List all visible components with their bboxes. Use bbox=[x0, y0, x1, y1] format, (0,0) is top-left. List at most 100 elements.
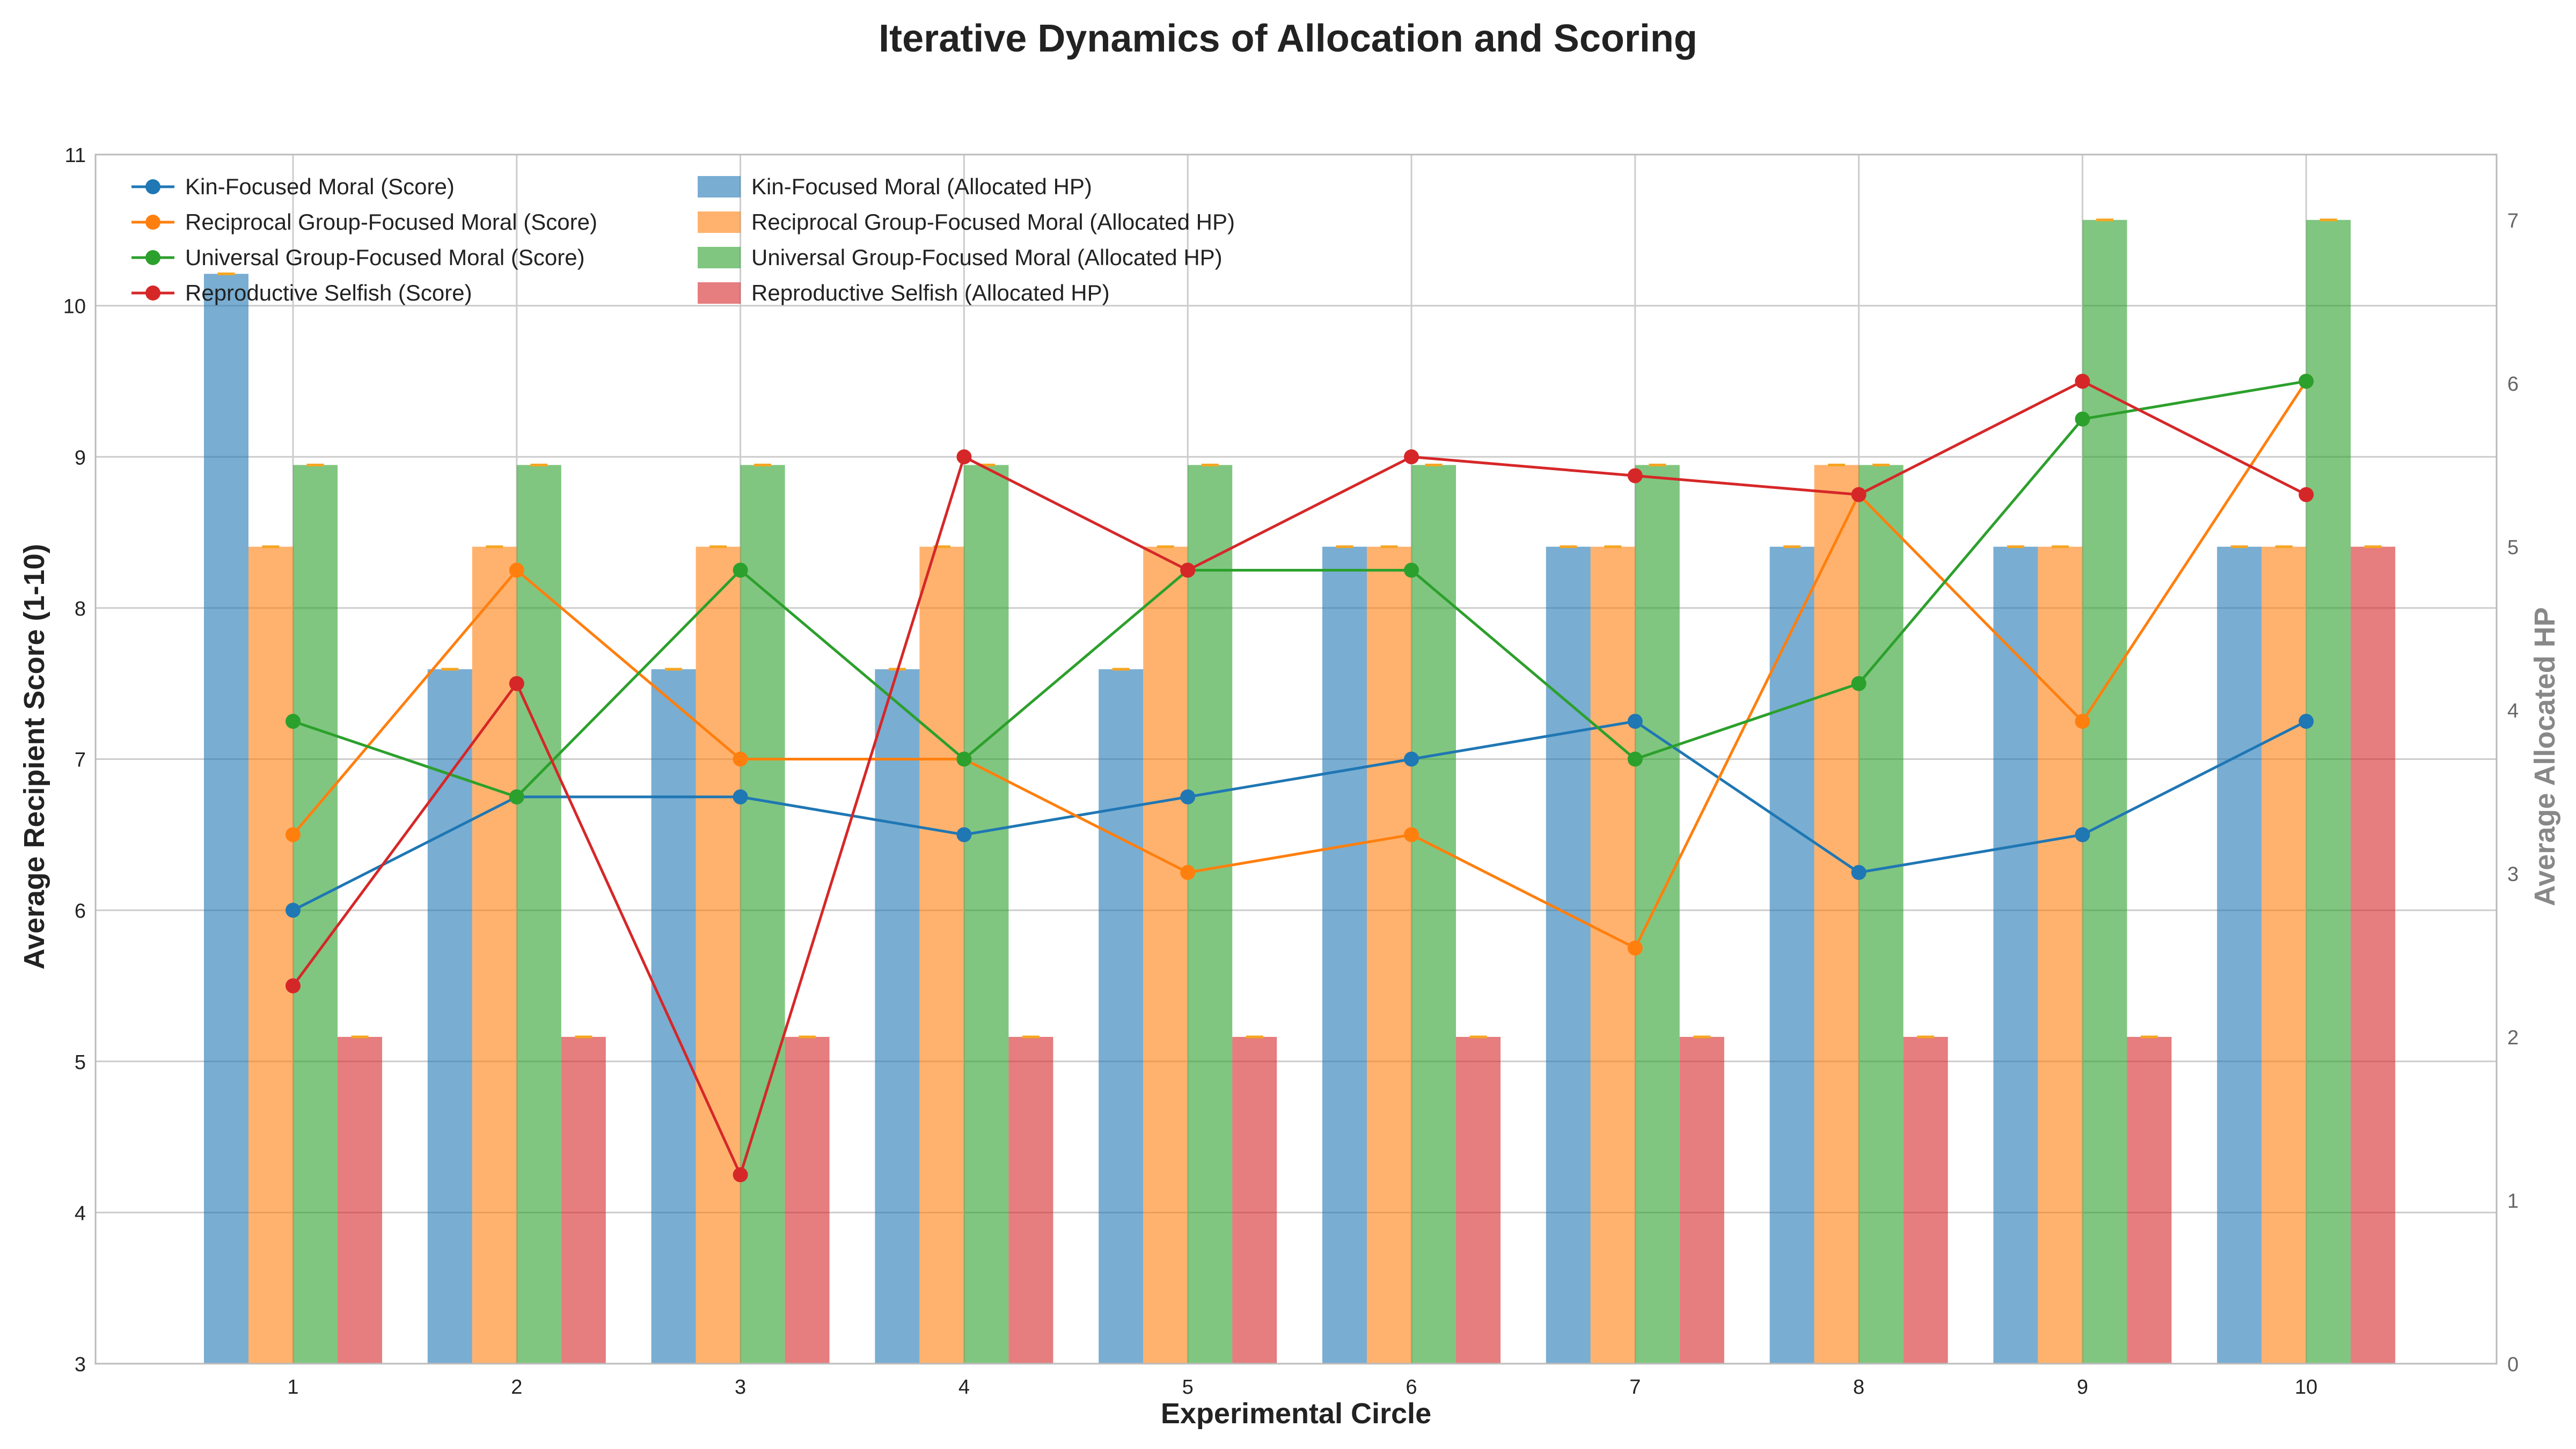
legend-marker bbox=[145, 179, 160, 194]
legend-bar-swatch bbox=[698, 176, 741, 197]
line-point bbox=[956, 751, 972, 767]
line-point bbox=[509, 676, 524, 691]
bar bbox=[696, 546, 741, 1364]
line-point bbox=[733, 789, 748, 804]
bar bbox=[1635, 465, 1680, 1364]
secondary-y-tick-label: 1 bbox=[2507, 1190, 2519, 1213]
bar bbox=[2351, 546, 2396, 1364]
bar bbox=[204, 274, 248, 1364]
bar bbox=[2262, 546, 2307, 1364]
line-point bbox=[1851, 676, 1867, 691]
bar bbox=[785, 1037, 830, 1364]
y-tick-label: 6 bbox=[75, 900, 86, 923]
x-axis-label: Experimental Circle bbox=[1161, 1397, 1431, 1430]
y-tick-label: 4 bbox=[75, 1202, 86, 1225]
line-point bbox=[1404, 751, 1419, 767]
bar bbox=[338, 1037, 382, 1364]
x-tick-label: 1 bbox=[287, 1376, 298, 1399]
legend-label: Reciprocal Group-Focused Moral (Score) bbox=[185, 209, 597, 235]
x-tick-label: 2 bbox=[511, 1376, 522, 1399]
legend-marker bbox=[145, 215, 160, 230]
line-point bbox=[509, 789, 524, 804]
secondary-y-axis-label: Average Allocated HP bbox=[2529, 607, 2561, 906]
secondary-y-tick-label: 7 bbox=[2507, 210, 2519, 232]
y-tick-label: 5 bbox=[75, 1051, 86, 1074]
y-tick-label: 8 bbox=[75, 598, 86, 620]
legend-bar-swatch bbox=[698, 247, 741, 268]
line-point bbox=[2075, 374, 2090, 389]
y-tick-label: 7 bbox=[75, 749, 86, 772]
line-point bbox=[286, 903, 301, 918]
legend-label: Reproductive Selfish (Allocated HP) bbox=[751, 280, 1110, 305]
bar bbox=[1411, 465, 1456, 1364]
line-point bbox=[2299, 374, 2314, 389]
line-point bbox=[2075, 714, 2090, 729]
bar bbox=[740, 465, 785, 1364]
x-tick-label: 10 bbox=[2295, 1376, 2317, 1399]
bar bbox=[2306, 219, 2351, 1364]
line-point bbox=[1627, 714, 1643, 729]
line-point bbox=[2075, 411, 2090, 427]
y-tick-label: 11 bbox=[65, 144, 86, 167]
secondary-y-tick-label: 5 bbox=[2507, 537, 2519, 559]
secondary-y-tick-label: 3 bbox=[2507, 863, 2519, 886]
bar bbox=[2082, 219, 2127, 1364]
line-point bbox=[1404, 827, 1419, 843]
line-point bbox=[2299, 487, 2314, 502]
line-point bbox=[286, 827, 301, 843]
y-tick-label: 9 bbox=[75, 447, 86, 469]
bar bbox=[516, 465, 561, 1364]
line-point bbox=[1851, 487, 1867, 502]
line-point bbox=[509, 562, 524, 578]
series-line bbox=[291, 379, 2307, 1179]
secondary-y-tick-label: 2 bbox=[2507, 1027, 2519, 1049]
bar bbox=[1456, 1037, 1501, 1364]
legend-label: Kin-Focused Moral (Allocated HP) bbox=[751, 174, 1092, 199]
chart-title: Iterative Dynamics of Allocation and Sco… bbox=[879, 17, 1697, 60]
bar bbox=[1769, 546, 1814, 1364]
series-line bbox=[292, 379, 2307, 799]
bar bbox=[651, 669, 696, 1364]
bar bbox=[2038, 546, 2083, 1364]
line-point bbox=[1180, 562, 1196, 578]
bar bbox=[1546, 546, 1591, 1364]
line-point bbox=[2075, 827, 2090, 843]
line-point bbox=[733, 751, 748, 767]
bar bbox=[1858, 465, 1904, 1364]
series-line bbox=[292, 720, 2307, 912]
x-tick-label: 5 bbox=[1182, 1376, 1194, 1399]
legend-label: Kin-Focused Moral (Score) bbox=[185, 174, 455, 199]
x-tick-label: 3 bbox=[735, 1376, 746, 1399]
line-point bbox=[1404, 562, 1419, 578]
line-series-group bbox=[286, 374, 2314, 1182]
y-axis-label: Average Recipient Score (1-10) bbox=[18, 544, 50, 969]
x-tick-label: 6 bbox=[1406, 1376, 1417, 1399]
x-tick-label: 4 bbox=[958, 1376, 970, 1399]
bar bbox=[1143, 546, 1188, 1364]
plot-frame bbox=[94, 153, 2498, 1365]
line-point bbox=[1627, 468, 1643, 484]
bar bbox=[919, 546, 964, 1364]
bar bbox=[875, 669, 920, 1364]
bar bbox=[1099, 669, 1144, 1364]
legend-bar-swatch bbox=[698, 282, 741, 304]
bar bbox=[1367, 546, 1411, 1364]
line-point bbox=[1404, 449, 1419, 465]
bar bbox=[1008, 1037, 1053, 1364]
x-tick-label: 8 bbox=[1853, 1376, 1864, 1399]
line-point bbox=[2299, 714, 2314, 729]
bar bbox=[2217, 546, 2262, 1364]
y-tick-label: 3 bbox=[75, 1353, 86, 1376]
bar bbox=[1590, 546, 1635, 1364]
line-point bbox=[1851, 865, 1867, 880]
secondary-y-tick-label: 0 bbox=[2507, 1353, 2519, 1376]
legend: Kin-Focused Moral (Score) Reciprocal Grou… bbox=[131, 174, 1235, 305]
bar bbox=[1993, 546, 2038, 1364]
bar bbox=[2127, 1037, 2172, 1364]
bar bbox=[293, 465, 338, 1364]
x-tick-label: 9 bbox=[2077, 1376, 2088, 1399]
line-point bbox=[1627, 940, 1643, 956]
